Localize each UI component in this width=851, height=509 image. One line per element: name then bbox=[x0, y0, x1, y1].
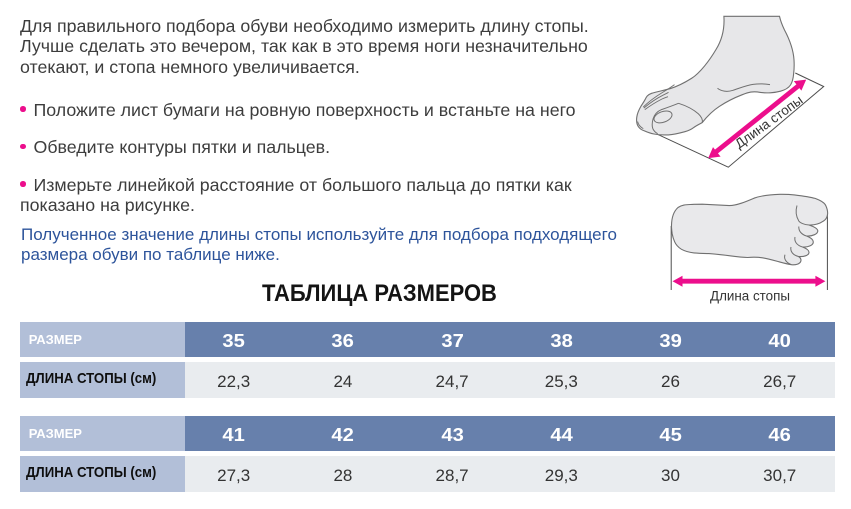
svg-text:Длина стопы: Длина стопы bbox=[710, 288, 790, 303]
svg-text:Длина стопы: Длина стопы bbox=[732, 92, 805, 151]
